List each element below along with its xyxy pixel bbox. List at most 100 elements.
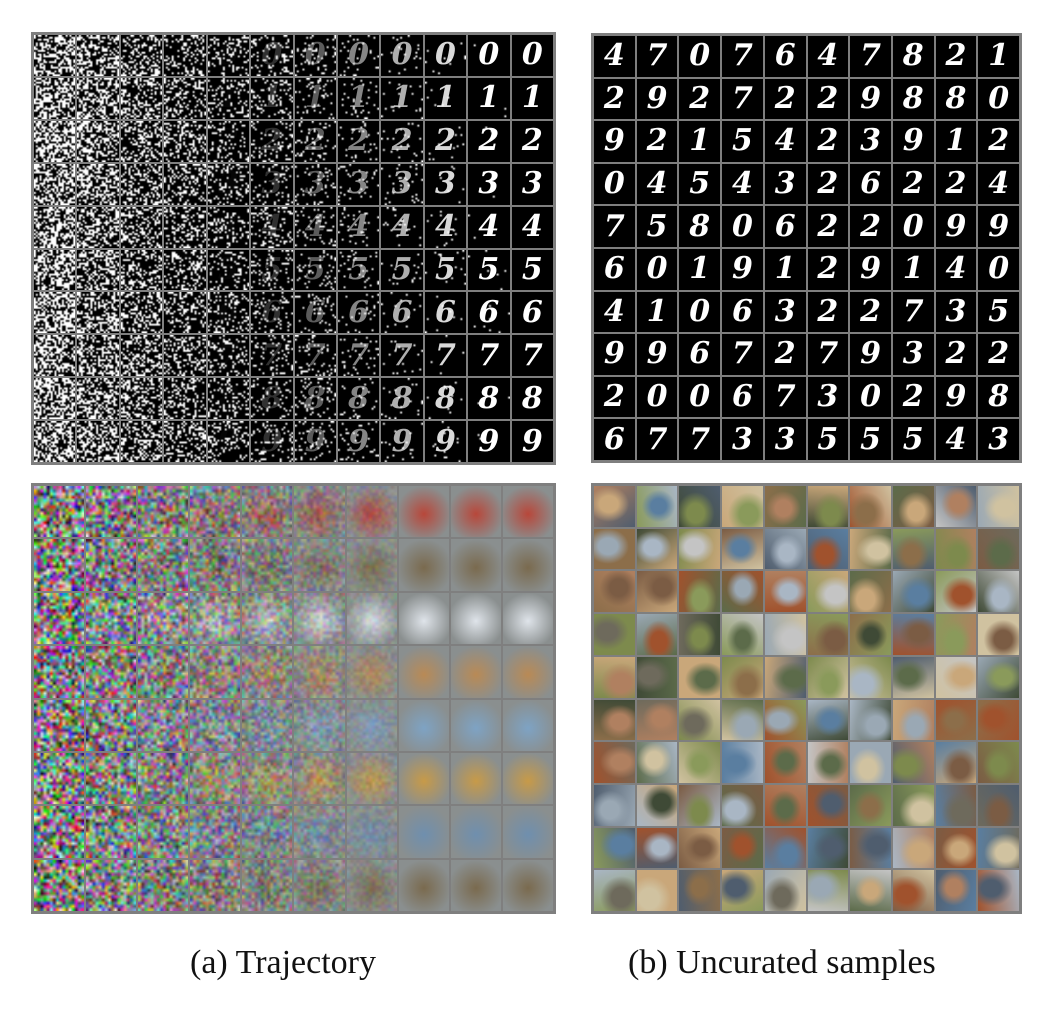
trajectory-step-cell — [502, 752, 553, 805]
trajectory-step-cell — [34, 806, 85, 858]
trajectory-digit: 8 — [208, 378, 249, 419]
trajectory-step-cell — [502, 592, 553, 645]
trajectory-digit: 8 — [348, 380, 370, 416]
sample-cell: 7 — [679, 419, 721, 460]
trajectory-step-cell — [138, 539, 189, 591]
sample-image-cell — [679, 784, 721, 826]
trajectory-step-cell — [120, 378, 163, 420]
trajectory-step-cell: 1 — [251, 77, 293, 119]
trajectory-step-cell — [398, 486, 449, 538]
sample-digit: 2 — [817, 80, 839, 116]
trajectory-step-cell — [86, 859, 137, 911]
sample-digit: 9 — [988, 208, 1010, 244]
sample-digit: 3 — [774, 293, 796, 329]
sample-image-cell — [850, 571, 891, 613]
trajectory-digit: 8 — [435, 380, 456, 416]
sample-image-cell — [764, 784, 806, 826]
sample-image-cell — [850, 784, 891, 826]
sample-digit: 1 — [945, 123, 967, 159]
trajectory-digit: 2 — [208, 121, 249, 162]
sample-cell: 2 — [764, 78, 806, 120]
trajectory-digit: 5 — [261, 251, 283, 287]
trajectory-step-cell — [164, 249, 206, 291]
sample-image-cell — [764, 571, 806, 613]
trajectory-step-cell: 1 — [294, 77, 336, 119]
sample-cell: 4 — [636, 163, 678, 205]
sample-cell: 8 — [978, 376, 1019, 418]
sample-image-cell — [636, 742, 678, 783]
trajectory-step-cell — [34, 335, 76, 377]
sample-image-cell — [679, 614, 721, 655]
sample-digit: 4 — [817, 38, 839, 74]
trajectory-digit: 1 — [435, 80, 456, 116]
sample-image-cell — [850, 656, 891, 698]
trajectory-step-cell — [398, 539, 449, 591]
trajectory-step-cell: 2 — [424, 120, 467, 162]
trajectory-step-cell — [120, 120, 163, 162]
trajectory-step-cell — [346, 806, 397, 858]
trajectory-step-cell — [398, 859, 449, 911]
sample-cell: 9 — [892, 121, 934, 162]
trajectory-step-cell — [77, 163, 119, 205]
sample-digit: 1 — [689, 251, 711, 287]
trajectory-step-cell: 8 — [207, 378, 250, 420]
trajectory-step-cell: 0 — [381, 35, 423, 76]
trajectory-digit: 4 — [435, 209, 456, 245]
trajectory-digit: 9 — [304, 423, 326, 459]
sample-image-cell — [764, 870, 806, 911]
trajectory-step-cell — [164, 378, 206, 420]
sample-cell: 5 — [722, 121, 763, 162]
trajectory-step-cell — [120, 163, 163, 205]
trajectory-step-cell — [120, 335, 163, 377]
trajectory-step-cell — [190, 752, 241, 805]
sample-cell: 2 — [807, 121, 849, 162]
trajectory-step-cell: 0 — [337, 35, 380, 76]
sample-cell: 5 — [636, 206, 678, 247]
trajectory-step-cell: 9 — [381, 421, 423, 462]
trajectory-step-cell — [138, 486, 189, 538]
trajectory-digit: 2 — [304, 123, 326, 159]
sample-cell: 6 — [764, 36, 806, 77]
sample-cell: 7 — [722, 334, 763, 375]
sample-cell: 9 — [935, 376, 977, 418]
trajectory-step-cell — [86, 752, 137, 805]
sample-image-cell — [636, 528, 678, 570]
trajectory-digit: 8 — [521, 380, 543, 416]
sample-cell: 8 — [679, 206, 721, 247]
sample-cell: 2 — [807, 78, 849, 120]
trajectory-step-cell: 9 — [251, 421, 293, 462]
sample-digit: 6 — [774, 208, 796, 244]
sample-digit: 4 — [603, 38, 625, 74]
sample-image-cell — [978, 614, 1019, 655]
sample-cell: 2 — [807, 206, 849, 247]
sample-image-cell — [636, 486, 678, 527]
sample-digit: 4 — [603, 293, 625, 329]
trajectory-step-cell — [34, 539, 85, 591]
trajectory-digit: 6 — [261, 294, 283, 330]
sample-digit: 7 — [732, 336, 753, 372]
trajectory-step-cell: 9 — [294, 421, 336, 462]
sample-cell: 0 — [850, 376, 891, 418]
sample-digit: 0 — [646, 251, 668, 287]
sample-cell: 0 — [679, 291, 721, 333]
sample-cell: 2 — [850, 291, 891, 333]
sample-cell: 3 — [892, 334, 934, 375]
sample-digit: 6 — [732, 293, 753, 329]
sample-digit: 1 — [774, 251, 796, 287]
trajectory-step-cell — [450, 859, 501, 911]
sample-cell: 3 — [764, 419, 806, 460]
sample-digit: 0 — [603, 166, 625, 202]
sample-digit: 1 — [988, 38, 1010, 74]
trajectory-step-cell — [86, 699, 137, 751]
trajectory-step-cell: 9 — [424, 421, 467, 462]
trajectory-step-cell: 1 — [468, 77, 510, 119]
trajectory-step-cell: 6 — [511, 292, 553, 334]
trajectory-step-cell: 5 — [207, 249, 250, 291]
sample-image-cell — [636, 699, 678, 741]
sample-image-cell — [935, 656, 977, 698]
sample-image-cell — [636, 827, 678, 869]
trajectory-step-cell: 9 — [207, 421, 250, 462]
sample-digit: 2 — [945, 336, 967, 372]
sample-digit: 0 — [988, 80, 1010, 116]
sample-digit: 4 — [732, 166, 753, 202]
